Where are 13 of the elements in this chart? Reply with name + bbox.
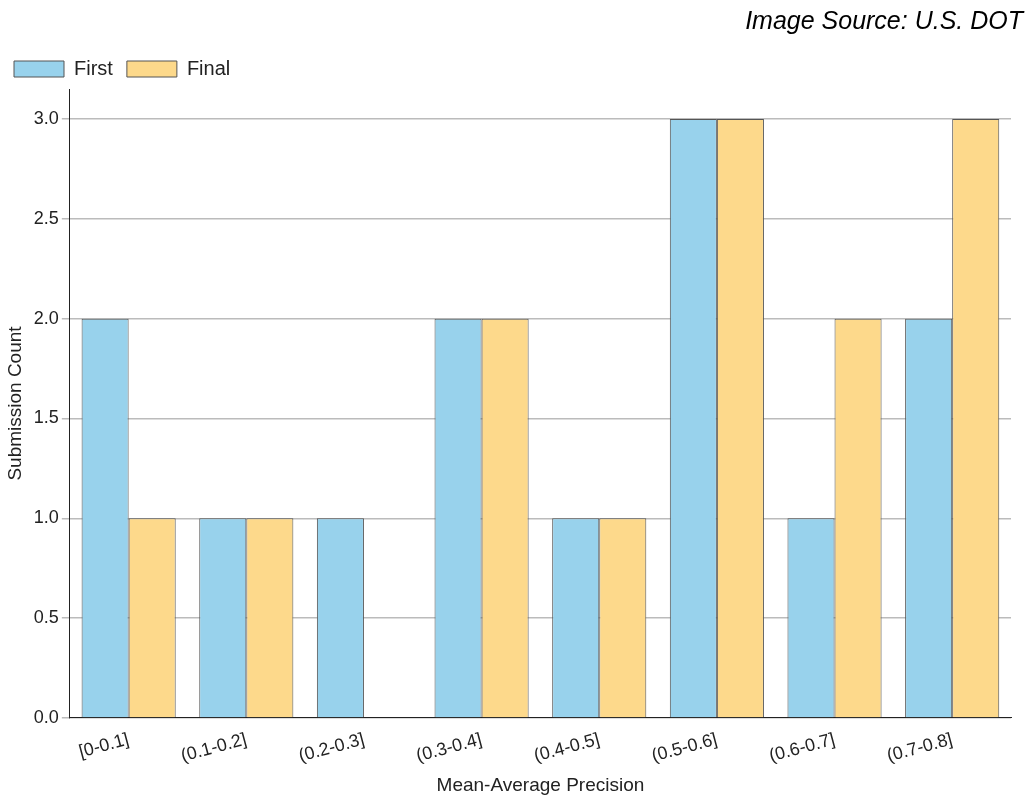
legend-label: Final <box>186 56 231 79</box>
x-axis-title: Mean-Average Precision <box>436 773 645 795</box>
text: Image Source: U.S. DOT <box>744 5 1023 36</box>
y-axis-title: Submission Count <box>3 325 25 481</box>
y-tick-label: 2.5 <box>33 207 59 228</box>
x-tick-label: [0-0.1] <box>76 728 131 762</box>
y-tick-label: 2.0 <box>33 307 59 328</box>
y-tick-label: 3.0 <box>33 107 59 128</box>
legend-label: First <box>74 56 114 79</box>
y-tick-label: 1.5 <box>33 407 59 428</box>
y-tick-label: 0.5 <box>33 607 59 628</box>
y-tick-label: 1.0 <box>33 507 59 528</box>
y-tick-label: 0.0 <box>33 706 59 727</box>
